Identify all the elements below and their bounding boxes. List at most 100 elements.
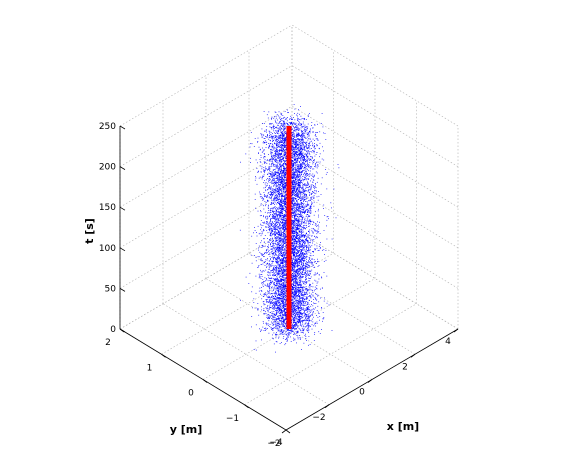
- scatter-point: [281, 197, 283, 199]
- scatter-point: [281, 211, 283, 212]
- scatter-point: [298, 138, 299, 140]
- scatter-point: [280, 312, 282, 314]
- scatter-point: [279, 193, 281, 194]
- scatter-point: [306, 154, 307, 155]
- scatter-point: [281, 203, 283, 204]
- scatter-point: [277, 309, 279, 311]
- scatter-point: [300, 295, 302, 296]
- scatter-point: [296, 282, 298, 284]
- scatter-point: [280, 262, 281, 264]
- scatter-point: [315, 190, 317, 191]
- scatter-point: [305, 129, 307, 130]
- scatter-point: [301, 295, 303, 297]
- scatter-point: [296, 141, 298, 142]
- scatter-point: [284, 199, 286, 200]
- scatter-point: [269, 308, 270, 310]
- scatter-point: [273, 316, 275, 318]
- scatter-point: [295, 281, 297, 282]
- scatter-point: [293, 182, 295, 183]
- scatter-point: [306, 297, 308, 299]
- scatter-point: [299, 243, 300, 245]
- scatter-point: [300, 228, 302, 230]
- scatter-point: [276, 172, 278, 174]
- scatter-point: [323, 261, 325, 262]
- scatter-point: [309, 237, 310, 239]
- scatter-point: [251, 262, 253, 264]
- scatter-point: [302, 216, 304, 218]
- scatter-point: [275, 234, 276, 236]
- scatter-point: [297, 117, 298, 119]
- scatter-point: [279, 150, 280, 151]
- scatter-point: [284, 116, 285, 118]
- scatter-point: [308, 332, 309, 333]
- scatter-point: [297, 316, 299, 317]
- scatter-point: [299, 140, 301, 142]
- scatter-point: [292, 134, 294, 136]
- scatter-point: [302, 227, 304, 228]
- scatter-point: [283, 166, 284, 168]
- scatter-point: [303, 300, 305, 302]
- scatter-point: [298, 217, 300, 219]
- scatter-point: [285, 286, 287, 287]
- scatter-point: [297, 171, 299, 173]
- scatter-point: [276, 164, 277, 166]
- scatter-point: [283, 219, 284, 220]
- scatter-point: [271, 118, 272, 120]
- scatter-point: [297, 150, 299, 152]
- scatter-point: [291, 148, 293, 150]
- scatter-point: [270, 238, 272, 239]
- scatter-point: [284, 204, 285, 206]
- scatter-point: [293, 199, 294, 200]
- scatter-point: [312, 261, 314, 263]
- scatter-point: [279, 177, 281, 178]
- scatter-point: [302, 295, 304, 297]
- scatter-point: [283, 187, 285, 188]
- scatter-point: [273, 164, 274, 165]
- scatter-point: [279, 333, 281, 335]
- scatter-point: [302, 206, 303, 208]
- scatter-point: [301, 327, 303, 329]
- scatter-point: [271, 287, 273, 289]
- scatter-point: [280, 182, 281, 184]
- scatter-point: [298, 312, 300, 313]
- scatter-point: [299, 293, 301, 294]
- scatter-point: [267, 222, 269, 224]
- scatter-point: [277, 290, 279, 292]
- scatter-point: [279, 293, 280, 295]
- scatter-point: [269, 123, 271, 125]
- scatter-point: [265, 161, 267, 163]
- scatter-point: [277, 224, 278, 225]
- scatter-point: [276, 276, 277, 278]
- scatter-point: [303, 159, 304, 161]
- scatter-point: [296, 170, 298, 171]
- scatter-point: [283, 158, 284, 160]
- scatter-point: [282, 144, 284, 146]
- scatter-point: [269, 228, 271, 229]
- scatter-point: [277, 153, 279, 155]
- scatter-point: [267, 318, 268, 319]
- scatter-point: [299, 246, 301, 248]
- scatter-point: [268, 269, 270, 270]
- scatter-point: [293, 169, 295, 171]
- scatter-point: [273, 242, 274, 244]
- scatter-point: [294, 135, 296, 137]
- scatter-point: [294, 227, 296, 229]
- scatter-point: [278, 292, 279, 294]
- scatter-point: [281, 215, 283, 216]
- scatter-point: [262, 245, 264, 247]
- scatter-point: [293, 176, 294, 178]
- scatter-point: [278, 273, 280, 275]
- scatter-point: [301, 241, 303, 242]
- scatter-point: [263, 293, 265, 295]
- scatter-point: [277, 322, 279, 324]
- scatter-point: [298, 109, 299, 111]
- scatter-point: [259, 149, 261, 151]
- scatter-point: [277, 327, 278, 329]
- scatter-point: [300, 280, 302, 282]
- scatter-point: [298, 254, 300, 256]
- scatter-point: [271, 252, 273, 254]
- scatter-point: [305, 177, 306, 179]
- scatter-point: [295, 281, 297, 282]
- scatter-point: [298, 167, 300, 169]
- scatter-point: [305, 165, 306, 167]
